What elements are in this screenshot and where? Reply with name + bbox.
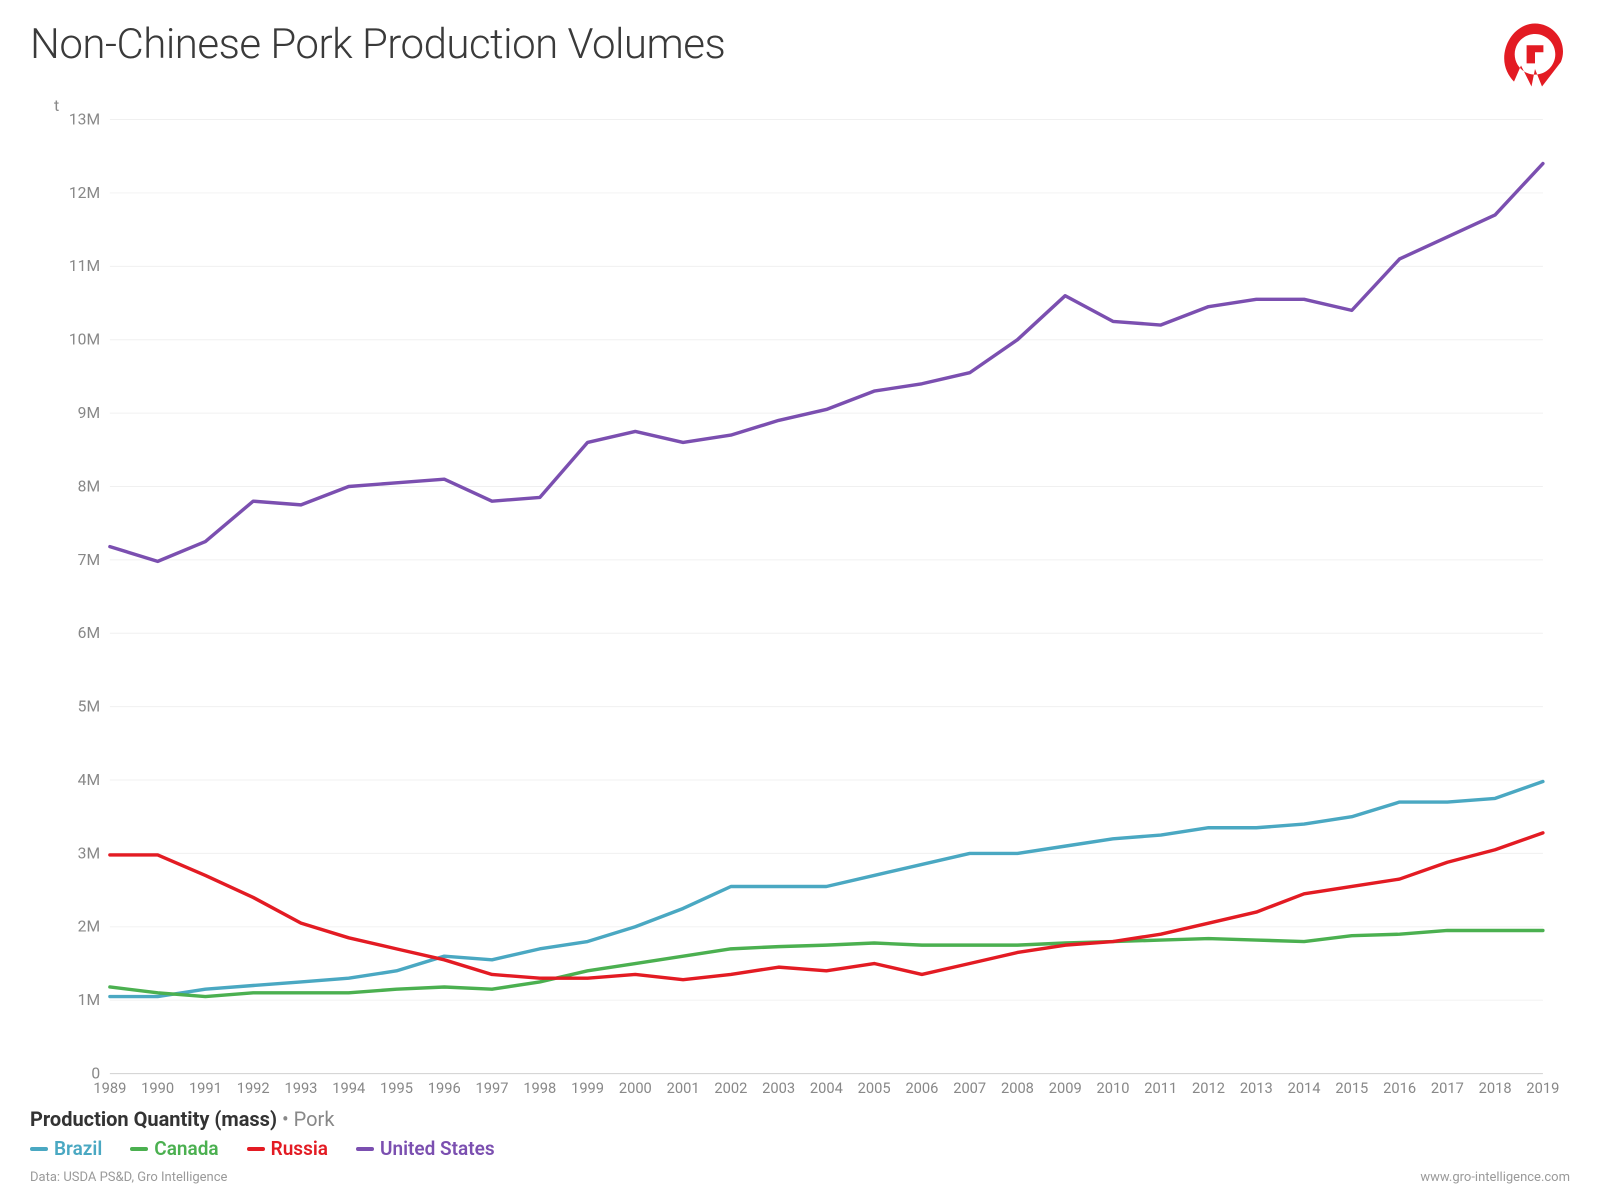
legend-dash [356, 1147, 374, 1151]
header: Non-Chinese Pork Production Volumes [30, 20, 1570, 90]
x-tick-label: 2009 [1049, 1079, 1082, 1097]
x-tick-label: 2016 [1383, 1079, 1416, 1097]
x-tick-label: 2010 [1097, 1079, 1130, 1097]
x-tick-label: 1990 [141, 1079, 174, 1097]
data-source: Data: USDA PS&D, Gro Intelligence [30, 1170, 227, 1185]
x-tick-label: 1998 [523, 1079, 556, 1097]
y-tick-label: 3M [78, 843, 100, 862]
x-tick-label: 2015 [1335, 1079, 1368, 1097]
y-tick-label: 12M [69, 183, 100, 202]
x-tick-label: 2008 [1001, 1079, 1034, 1097]
x-tick-label: 1989 [93, 1079, 126, 1097]
subtitle-suffix: Pork [294, 1107, 335, 1131]
x-tick-label: 2017 [1431, 1079, 1464, 1097]
y-tick-label: 6M [78, 623, 100, 642]
y-tick-label: 7M [78, 550, 100, 569]
x-tick-label: 2003 [762, 1079, 795, 1097]
y-tick-label: 8M [78, 476, 100, 495]
series-line-united-states [110, 164, 1543, 562]
legend-item-russia[interactable]: Russia [247, 1137, 328, 1160]
legend-item-canada[interactable]: Canada [130, 1137, 218, 1160]
x-tick-label: 2007 [953, 1079, 986, 1097]
x-tick-label: 2011 [1144, 1079, 1177, 1097]
site-url: www.gro-intelligence.com [1420, 1170, 1570, 1185]
x-tick-label: 2006 [905, 1079, 938, 1097]
legend: Brazil Canada Russia United States [30, 1137, 1570, 1160]
chart-area: t 01M2M3M4M5M6M7M8M9M10M11M12M13M1989199… [30, 100, 1570, 1099]
chart-title: Non-Chinese Pork Production Volumes [30, 20, 725, 69]
legend-dash [30, 1147, 48, 1151]
legend-item-united-states[interactable]: United States [356, 1137, 495, 1160]
gro-logo [1500, 20, 1570, 90]
x-tick-label: 1996 [428, 1079, 461, 1097]
x-tick-label: 2005 [858, 1079, 891, 1097]
series-line-canada [110, 930, 1543, 996]
y-tick-label: 4M [78, 770, 100, 789]
y-tick-label: 5M [78, 697, 100, 716]
legend-label: United States [380, 1137, 495, 1160]
x-tick-label: 2014 [1288, 1079, 1321, 1097]
legend-dash [247, 1147, 265, 1151]
legend-label: Canada [154, 1137, 218, 1160]
subtitle-main: Production Quantity (mass) [30, 1107, 277, 1131]
legend-dash [130, 1147, 148, 1151]
x-tick-label: 1991 [189, 1079, 222, 1097]
y-tick-label: 2M [78, 917, 100, 936]
y-tick-label: 11M [69, 256, 100, 275]
x-tick-label: 1993 [284, 1079, 317, 1097]
x-tick-label: 1995 [380, 1079, 413, 1097]
y-tick-label: 13M [69, 109, 100, 128]
legend-label: Brazil [54, 1137, 102, 1160]
y-tick-label: 10M [69, 330, 100, 349]
x-tick-label: 1992 [237, 1079, 270, 1097]
x-tick-label: 2013 [1240, 1079, 1273, 1097]
x-tick-label: 1997 [476, 1079, 509, 1097]
x-tick-label: 2004 [810, 1079, 843, 1097]
x-tick-label: 1994 [332, 1079, 365, 1097]
legend-label: Russia [271, 1137, 328, 1160]
legend-item-brazil[interactable]: Brazil [30, 1137, 102, 1160]
y-tick-label: 9M [78, 403, 100, 422]
x-tick-label: 2000 [619, 1079, 652, 1097]
meta-row: Data: USDA PS&D, Gro Intelligence www.gr… [30, 1170, 1570, 1185]
subtitle: Production Quantity (mass) • Pork [30, 1107, 1570, 1131]
series-line-russia [110, 833, 1543, 980]
x-tick-label: 2019 [1526, 1079, 1559, 1097]
chart-container: Non-Chinese Pork Production Volumes t 01… [0, 0, 1600, 1200]
subtitle-sep: • [277, 1107, 294, 1131]
x-tick-label: 2002 [714, 1079, 747, 1097]
footer: Production Quantity (mass) • Pork Brazil… [30, 1099, 1570, 1185]
x-tick-label: 2018 [1479, 1079, 1512, 1097]
x-tick-label: 2012 [1192, 1079, 1225, 1097]
x-tick-label: 1999 [571, 1079, 604, 1097]
line-chart-svg: 01M2M3M4M5M6M7M8M9M10M11M12M13M198919901… [30, 100, 1570, 1099]
y-tick-label: 1M [78, 990, 100, 1009]
x-tick-label: 2001 [667, 1079, 700, 1097]
